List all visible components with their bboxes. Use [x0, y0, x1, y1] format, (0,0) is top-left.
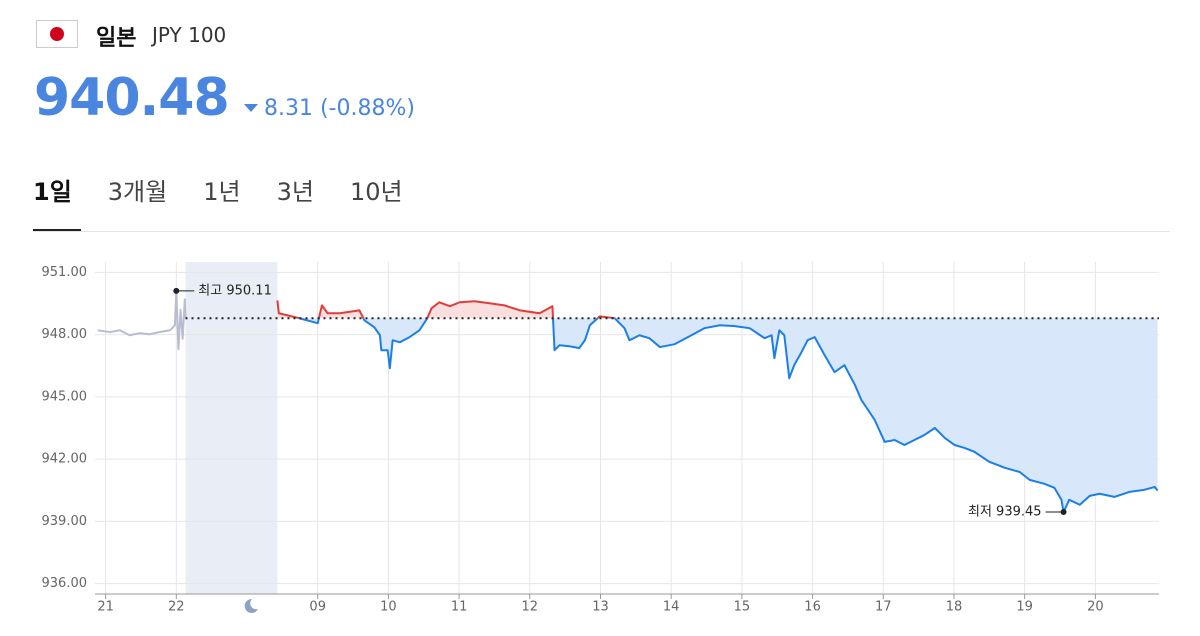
country: 일본 [96, 26, 137, 51]
flag-circle [50, 27, 64, 41]
x-tick-label: 15 [734, 600, 751, 615]
x-tick-label: 12 [522, 600, 539, 615]
tab[interactable]: 10년 [349, 178, 403, 206]
y-tick-label: 939.00 [42, 514, 88, 529]
line [97, 289, 187, 351]
x-tick-label: 16 [804, 600, 821, 615]
x-tick-label: 09 [309, 600, 326, 615]
annotation-point [1060, 509, 1067, 516]
x-tick-label: 21 [97, 600, 114, 615]
area-down [277, 318, 1158, 513]
header: 일본 JPY 100 940.48 8.31 (-0.88%) 1일 3개월 1년 3… [0, 0, 1200, 240]
tab-bar: 1일 3개월 1년 3년 10년 [33, 172, 439, 207]
line-down [295, 318, 1159, 514]
x-tick-label: 20 [1087, 600, 1104, 615]
flag-icon [36, 20, 78, 48]
y-tick-label: 936.00 [42, 576, 88, 591]
y-tick-label: 948.00 [42, 327, 88, 342]
tab[interactable]: 1년 [203, 178, 241, 206]
x-tick-label: 19 [1016, 600, 1033, 615]
x-tick-label: 14 [663, 600, 680, 615]
x-tick-label: 11 [451, 600, 468, 615]
closed-market-band [185, 262, 278, 594]
y-tick-label: 951.00 [42, 265, 88, 280]
ticker: JPY 100 [152, 23, 227, 47]
annotation-label: 최저 939.45 [968, 505, 1042, 520]
x-tick-label: 17 [875, 600, 892, 615]
night-icon [244, 598, 258, 613]
annotation-label: 최고 950.11 [198, 283, 272, 298]
area-up [277, 300, 615, 319]
tab[interactable]: 1일 [33, 178, 72, 206]
down-arrow [244, 104, 258, 112]
y-tick-label: 942.00 [42, 452, 88, 467]
tab[interactable]: 3개월 [107, 178, 168, 206]
x-tick-label: 22 [168, 600, 185, 615]
annotation-point [173, 287, 180, 294]
y-tick-label: 945.00 [42, 389, 88, 404]
x-tick-label: 10 [380, 600, 397, 615]
change: 8.31 (-0.88%) [264, 96, 415, 121]
price: 940.48 [34, 68, 230, 128]
x-tick-label: 18 [946, 600, 963, 615]
x-tick-label: 13 [592, 600, 609, 615]
tab[interactable]: 3년 [276, 178, 314, 206]
active-tab-underline [33, 229, 81, 231]
separator [33, 231, 1170, 232]
